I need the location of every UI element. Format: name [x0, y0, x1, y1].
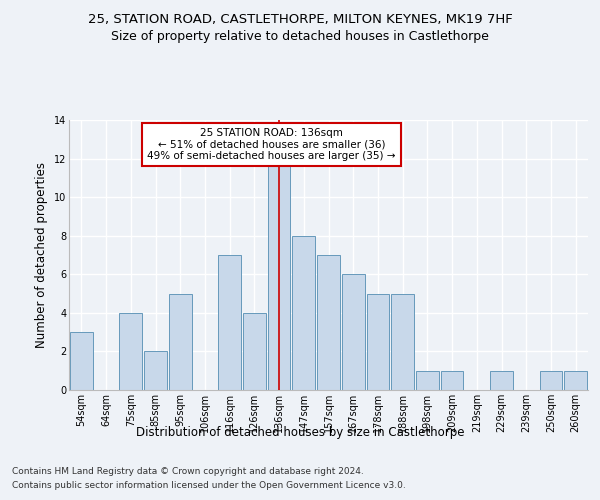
Bar: [367, 294, 389, 390]
Bar: [317, 255, 340, 390]
Text: Contains HM Land Registry data © Crown copyright and database right 2024.: Contains HM Land Registry data © Crown c…: [12, 468, 364, 476]
Bar: [292, 236, 315, 390]
Y-axis label: Number of detached properties: Number of detached properties: [35, 162, 48, 348]
Bar: [268, 158, 290, 390]
Text: Size of property relative to detached houses in Castlethorpe: Size of property relative to detached ho…: [111, 30, 489, 43]
Bar: [539, 370, 562, 390]
Text: 25, STATION ROAD, CASTLETHORPE, MILTON KEYNES, MK19 7HF: 25, STATION ROAD, CASTLETHORPE, MILTON K…: [88, 12, 512, 26]
Bar: [416, 370, 439, 390]
Text: Distribution of detached houses by size in Castlethorpe: Distribution of detached houses by size …: [136, 426, 464, 439]
Bar: [490, 370, 513, 390]
Bar: [564, 370, 587, 390]
Text: Contains public sector information licensed under the Open Government Licence v3: Contains public sector information licen…: [12, 481, 406, 490]
Bar: [169, 294, 191, 390]
Bar: [243, 313, 266, 390]
Bar: [144, 352, 167, 390]
Text: 25 STATION ROAD: 136sqm
← 51% of detached houses are smaller (36)
49% of semi-de: 25 STATION ROAD: 136sqm ← 51% of detache…: [148, 128, 396, 161]
Bar: [441, 370, 463, 390]
Bar: [342, 274, 365, 390]
Bar: [70, 332, 93, 390]
Bar: [218, 255, 241, 390]
Bar: [119, 313, 142, 390]
Bar: [391, 294, 414, 390]
